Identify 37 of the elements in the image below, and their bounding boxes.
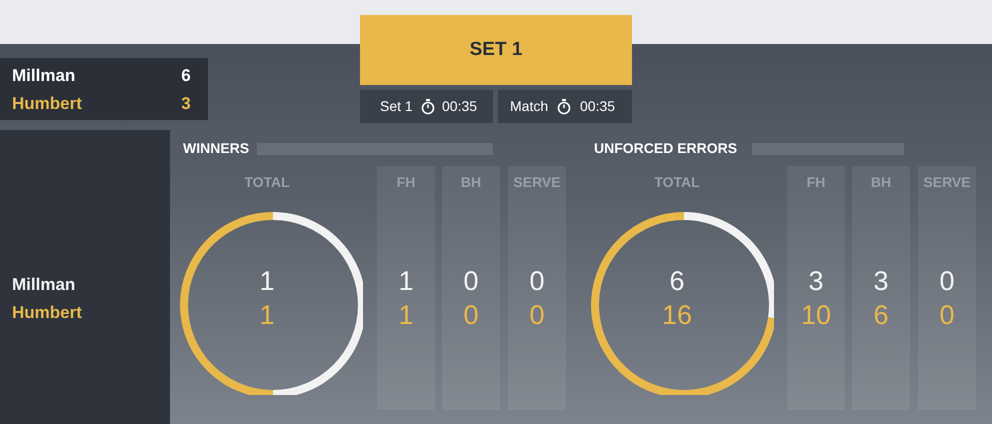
data-label: 0 bbox=[528, 266, 546, 298]
data-label: 6 bbox=[668, 266, 686, 298]
text: SET 1 bbox=[360, 15, 632, 85]
data-label: 6 bbox=[872, 300, 890, 332]
category-label: TOTAL bbox=[653, 174, 701, 192]
category-label: SERVE bbox=[512, 174, 562, 192]
data-label: 0 bbox=[462, 266, 480, 298]
text: Set 1 bbox=[380, 98, 414, 116]
data-label: 0 bbox=[462, 300, 480, 332]
text: 3 bbox=[180, 94, 192, 115]
data-label: 0 bbox=[938, 266, 956, 298]
legend-label: Humbert bbox=[12, 303, 83, 324]
data-label: 0 bbox=[938, 300, 956, 332]
data-label: 1 bbox=[397, 266, 415, 298]
text: 00:35 bbox=[442, 98, 478, 116]
text: 6 bbox=[180, 66, 192, 87]
text: 00:35 bbox=[580, 98, 616, 116]
text: Millman bbox=[12, 275, 76, 296]
category-label: FH bbox=[396, 174, 416, 192]
data-label: 1 bbox=[258, 266, 276, 298]
data-label: 3 bbox=[807, 266, 825, 298]
data-label: 10 bbox=[800, 300, 832, 332]
data-label: 16 bbox=[660, 300, 694, 332]
data-label: 0 bbox=[528, 300, 546, 332]
category-label: BH bbox=[870, 174, 892, 192]
chart-title: WINNERS bbox=[183, 140, 250, 158]
category-label: SERVE bbox=[922, 174, 972, 192]
data-label: 1 bbox=[258, 300, 276, 332]
text: Humbert bbox=[12, 94, 83, 115]
category-label: TOTAL bbox=[243, 174, 291, 192]
category-label: BH bbox=[460, 174, 482, 192]
data-label: 1 bbox=[397, 300, 415, 332]
text: Millman bbox=[12, 66, 76, 87]
text: Match bbox=[510, 98, 550, 116]
chart-title: UNFORCED ERRORS bbox=[594, 140, 738, 158]
data-label: 3 bbox=[872, 266, 890, 298]
category-label: FH bbox=[806, 174, 826, 192]
